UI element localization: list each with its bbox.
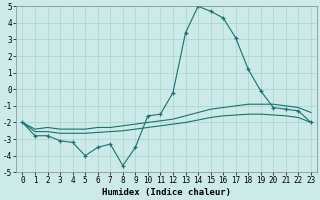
X-axis label: Humidex (Indice chaleur): Humidex (Indice chaleur) bbox=[102, 188, 231, 197]
